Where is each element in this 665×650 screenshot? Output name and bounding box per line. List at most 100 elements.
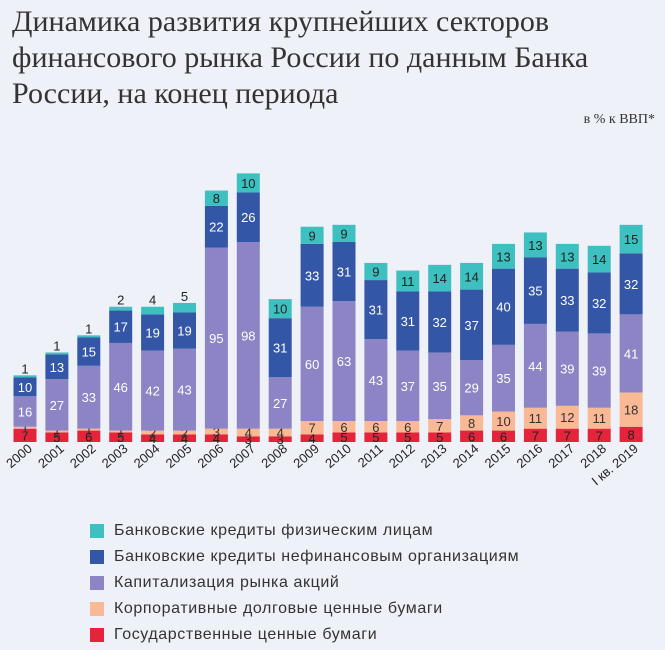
- data-label: 3: [277, 432, 284, 447]
- data-label: 32: [624, 277, 638, 292]
- data-label: 39: [592, 364, 606, 379]
- bar-segment-gov_bonds: [619, 426, 643, 442]
- data-label: 1: [117, 425, 124, 440]
- data-label: 5: [117, 430, 124, 445]
- bar-segment-retail_loans: [13, 375, 37, 378]
- bar-segment-corporate_loans: [523, 257, 547, 324]
- data-label: 6: [468, 429, 475, 444]
- data-label: 9: [340, 226, 347, 241]
- data-label: 42: [145, 384, 159, 399]
- bar-segment-corporate_loans: [332, 241, 356, 302]
- x-tick-label: 2007: [226, 441, 258, 471]
- legend-swatch: [90, 628, 104, 642]
- bar-segment-retail_loans: [77, 335, 101, 338]
- data-label: 15: [82, 345, 96, 360]
- x-tick-label: 2015: [482, 441, 514, 471]
- bar-segment-corporate_loans: [13, 377, 37, 397]
- bar-segment-corp_bonds: [555, 405, 579, 429]
- data-label: 26: [241, 210, 255, 225]
- legend-item-retail_loans: Банковские кредиты физическим лицам: [90, 518, 519, 544]
- x-tick-label: 2011: [355, 441, 386, 470]
- data-label: 4: [213, 431, 220, 446]
- data-label: 7: [596, 428, 603, 443]
- bar-segment-corporate_loans: [173, 312, 196, 349]
- legend-swatch: [90, 576, 104, 590]
- x-tick-label: 2000: [3, 441, 35, 471]
- bar-segment-corp_bonds: [173, 430, 196, 435]
- bar-segment-equity_cap: [204, 247, 228, 429]
- legend-swatch: [90, 550, 104, 564]
- bar-segment-equity_cap: [587, 333, 611, 408]
- data-label: 18: [624, 403, 638, 418]
- data-label: 22: [209, 220, 223, 235]
- bar-segment-corp_bonds: [268, 428, 292, 437]
- data-label: 2: [117, 293, 124, 308]
- bar-segment-corporate_loans: [300, 243, 324, 307]
- bar-segment-corp_bonds: [77, 428, 101, 431]
- data-label: 4: [277, 425, 284, 440]
- bar-segment-retail_loans: [555, 243, 579, 269]
- bar-segment-corp_bonds: [332, 421, 356, 433]
- data-label: 5: [404, 430, 411, 445]
- bar-segment-corp_bonds: [141, 430, 165, 435]
- data-label: 1: [21, 421, 28, 436]
- data-label: 5: [53, 430, 60, 445]
- bar-segment-equity_cap: [619, 314, 643, 393]
- legend-swatch: [90, 524, 104, 538]
- bar-segment-corporate_loans: [460, 289, 484, 361]
- bar-segment-retail_loans: [492, 243, 515, 269]
- x-tick-label: 2001: [35, 441, 67, 471]
- data-label: 31: [401, 314, 415, 329]
- bar-segment-equity_cap: [300, 306, 324, 422]
- legend-label: Банковские кредиты нефинансовым организа…: [114, 548, 520, 565]
- data-label: 8: [627, 427, 634, 442]
- bar-segment-retail_loans: [109, 306, 133, 311]
- legend: Банковские кредиты физическим лицам Банко…: [90, 518, 519, 648]
- bar-segment-retail_loans: [396, 270, 420, 292]
- bar-segment-retail_loans: [332, 224, 356, 242]
- bar-segment-retail_loans: [204, 190, 228, 206]
- x-tick-label: 2017: [545, 441, 577, 471]
- data-label: 41: [624, 346, 638, 361]
- bar-segment-retail_loans: [460, 262, 484, 290]
- x-tick-labels: 2000 2001 2002 2003 2004 2005 2006 2007 2008 2009…: [3, 441, 641, 488]
- data-label: 14: [464, 269, 478, 284]
- bar-segment-gov_bonds: [332, 432, 356, 442]
- data-label: 19: [177, 324, 191, 339]
- bar-segment-equity_cap: [77, 365, 101, 429]
- bar-segment-retail_loans: [268, 299, 292, 319]
- bar-segment-gov_bonds: [204, 434, 228, 442]
- data-label: 3: [213, 425, 220, 440]
- bar-segment-gov_bonds: [236, 436, 260, 442]
- bar-segment-equity_cap: [428, 352, 452, 420]
- bar-segment-corp_bonds: [523, 407, 547, 429]
- data-label: 39: [560, 362, 574, 377]
- bar-segment-corporate_loans: [396, 291, 420, 351]
- bar-segment-equity_cap: [396, 350, 420, 422]
- data-label: 31: [337, 265, 351, 280]
- bar-segment-corporate_loans: [268, 318, 292, 378]
- bar-segment-corporate_loans: [619, 253, 643, 315]
- bar-segment-corporate_loans: [555, 268, 579, 332]
- bar-segment-corporate_loans: [45, 354, 69, 380]
- data-label: 3: [245, 432, 252, 447]
- data-label: 19: [145, 325, 159, 340]
- bar-segment-corp_bonds: [13, 426, 37, 429]
- data-label: 5: [181, 289, 188, 304]
- bar-segment-gov_bonds: [587, 428, 611, 442]
- data-label: 1: [53, 338, 60, 353]
- bar-segment-equity_cap: [460, 360, 484, 416]
- data-label: 4: [308, 431, 315, 446]
- bar-segment-corporate_loans: [587, 272, 611, 334]
- bar-segment-gov_bonds: [300, 434, 324, 442]
- unit-label: в % к ВВП*: [583, 112, 655, 127]
- bar-segment-corporate_loans: [141, 314, 165, 351]
- bar-segment-corp_bonds: [619, 392, 643, 427]
- x-tick-label: 2016: [514, 441, 546, 471]
- bar-segment-gov_bonds: [555, 428, 579, 442]
- bar-segment-corporate_loans: [77, 337, 101, 366]
- bar-segment-gov_bonds: [45, 432, 69, 442]
- bar-segment-corp_bonds: [236, 428, 260, 437]
- data-label: 63: [337, 354, 351, 369]
- legend-item-gov_bonds: Государственные ценные бумаги: [90, 622, 519, 648]
